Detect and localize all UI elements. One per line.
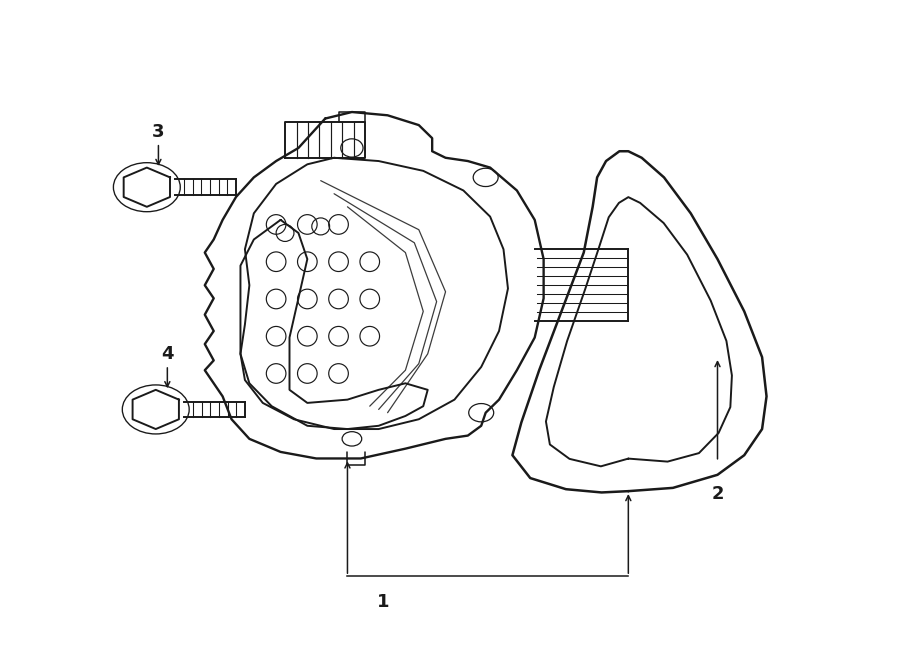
Text: 3: 3 <box>152 122 165 140</box>
Text: 2: 2 <box>711 485 724 503</box>
Text: 4: 4 <box>161 345 174 363</box>
Text: 1: 1 <box>377 593 390 611</box>
